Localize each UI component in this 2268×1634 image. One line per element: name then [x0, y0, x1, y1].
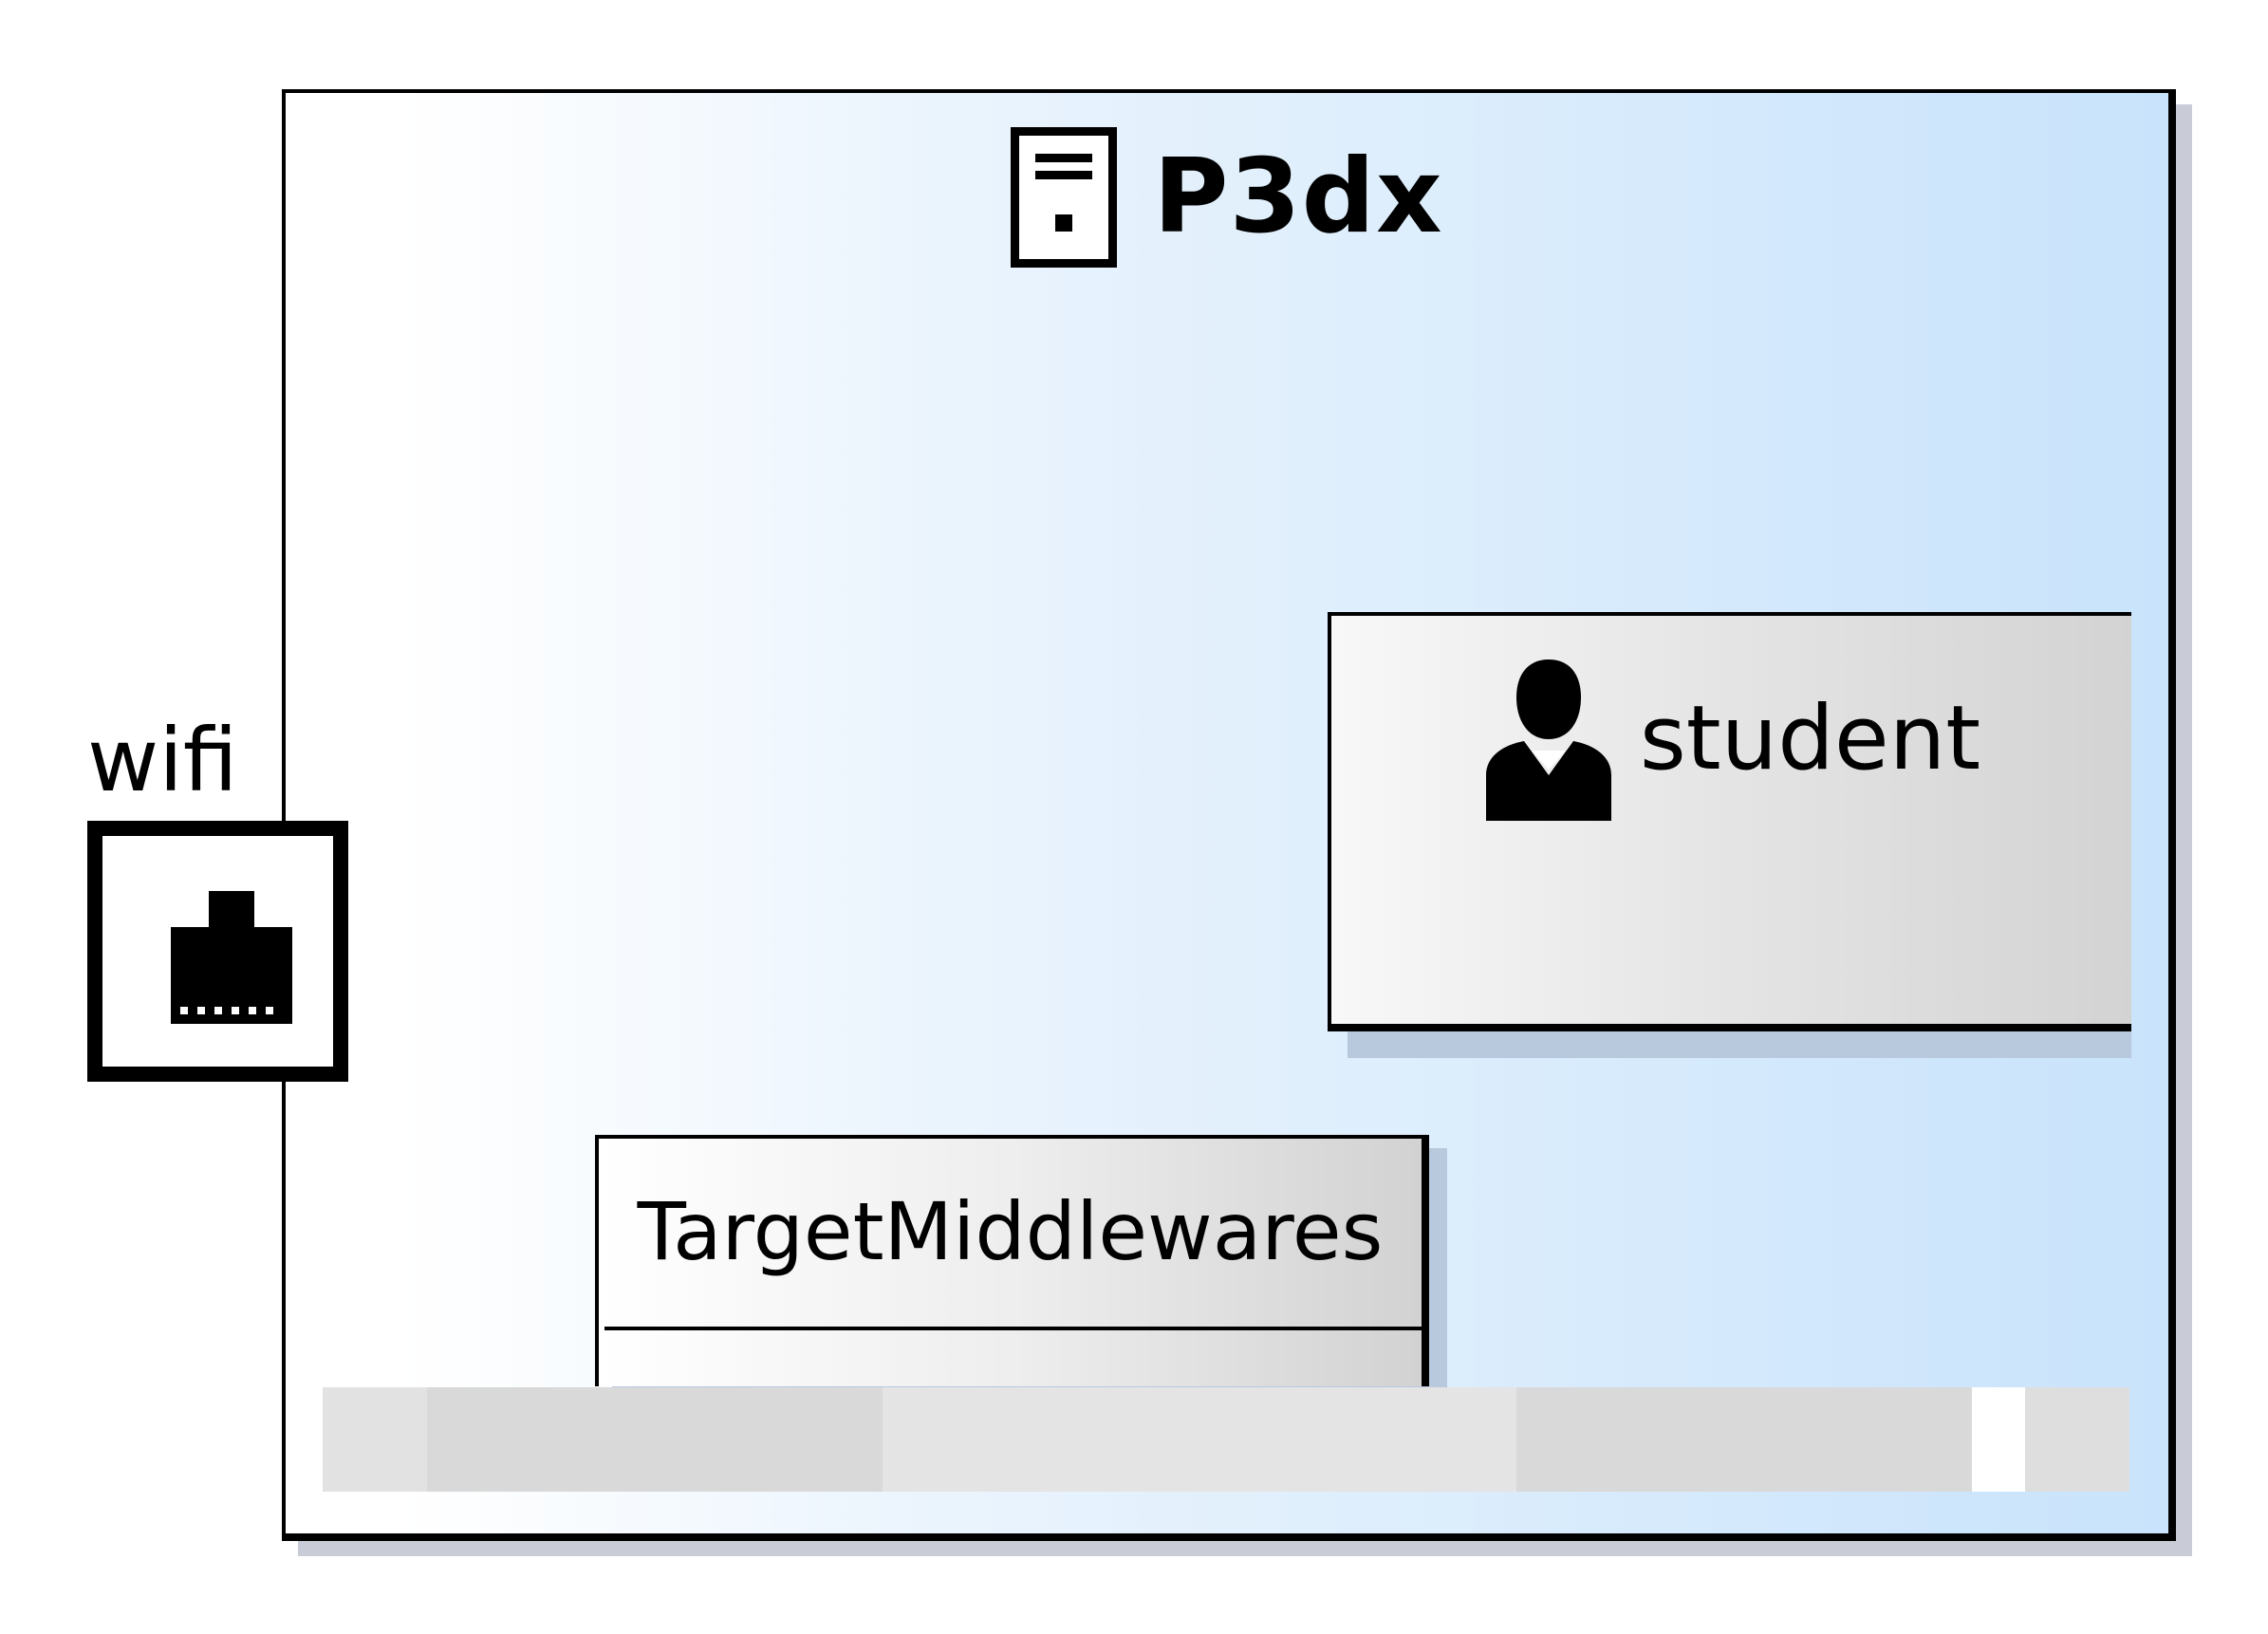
compartment-divider	[604, 1327, 1422, 1330]
strip-segment	[323, 1387, 427, 1492]
server-icon	[1011, 127, 1118, 268]
student-label: student	[1639, 687, 1981, 790]
student-header: student	[1331, 658, 2131, 821]
strip-segment	[2025, 1387, 2129, 1492]
strip-segment	[883, 1387, 1516, 1492]
node-title: P3dx	[1153, 138, 1443, 256]
target-middlewares-label: TargetMiddlewares	[637, 1185, 1384, 1278]
strip-segment	[1516, 1387, 1972, 1492]
node-header: P3dx	[286, 127, 2168, 268]
part-student[interactable]: student	[1328, 612, 2131, 1031]
port-wifi[interactable]	[87, 821, 348, 1082]
user-icon	[1485, 659, 1611, 821]
port-label: wifi	[87, 710, 238, 811]
part-target-middlewares[interactable]: TargetMiddlewares	[595, 1135, 1429, 1386]
bottom-strip	[323, 1387, 2129, 1492]
ethernet-port-icon	[171, 891, 292, 1024]
strip-segment	[1972, 1387, 2025, 1492]
strip-segment	[427, 1387, 883, 1492]
